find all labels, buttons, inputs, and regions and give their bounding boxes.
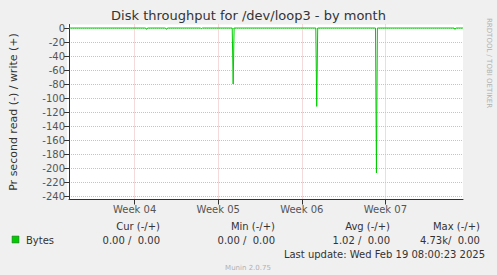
svg-text:0: 0 [59,23,65,34]
svg-text:-100: -100 [42,93,65,104]
svg-text:RRDTOOL / TOBI OETIKER: RRDTOOL / TOBI OETIKER [485,18,493,108]
svg-text:Disk throughput for /dev/loop3: Disk throughput for /dev/loop3 - by mont… [111,8,386,23]
svg-text:Last update: Wed Feb 19 08:00:: Last update: Wed Feb 19 08:00:23 2025 [284,249,485,260]
svg-text:-140: -140 [42,121,65,132]
svg-text:1.02 / 0.00: 1.02 / 0.00 [333,235,390,246]
svg-text:Munin 2.0.75: Munin 2.0.75 [225,264,271,272]
svg-text:Week 05: Week 05 [197,204,240,215]
svg-text:Week 06: Week 06 [280,204,323,215]
svg-text:-20: -20 [49,37,65,48]
svg-text:Week 04: Week 04 [113,204,156,215]
svg-text:-220: -220 [42,177,65,188]
svg-text:Bytes: Bytes [26,235,54,246]
svg-text:Min (-/+): Min (-/+) [231,221,275,232]
svg-text:Max (-/+): Max (-/+) [433,221,480,232]
svg-text:-60: -60 [49,65,65,76]
svg-text:Week 07: Week 07 [364,204,407,215]
svg-text:-80: -80 [49,79,65,90]
svg-text:-160: -160 [42,135,65,146]
svg-text:-120: -120 [42,107,65,118]
svg-text:0.00 / 0.00: 0.00 / 0.00 [218,235,275,246]
svg-text:Pr second read (-) / write (+): Pr second read (-) / write (+) [7,33,20,191]
svg-text:-180: -180 [42,149,65,160]
svg-text:Cur (-/+): Cur (-/+) [116,221,160,232]
svg-text:-40: -40 [49,51,65,62]
svg-text:-240: -240 [42,191,65,202]
svg-text:-200: -200 [42,163,65,174]
svg-text:Avg (-/+): Avg (-/+) [345,221,390,232]
svg-text:0.00 / 0.00: 0.00 / 0.00 [103,235,160,246]
svg-text:4.73k/ 0.00: 4.73k/ 0.00 [420,235,480,246]
